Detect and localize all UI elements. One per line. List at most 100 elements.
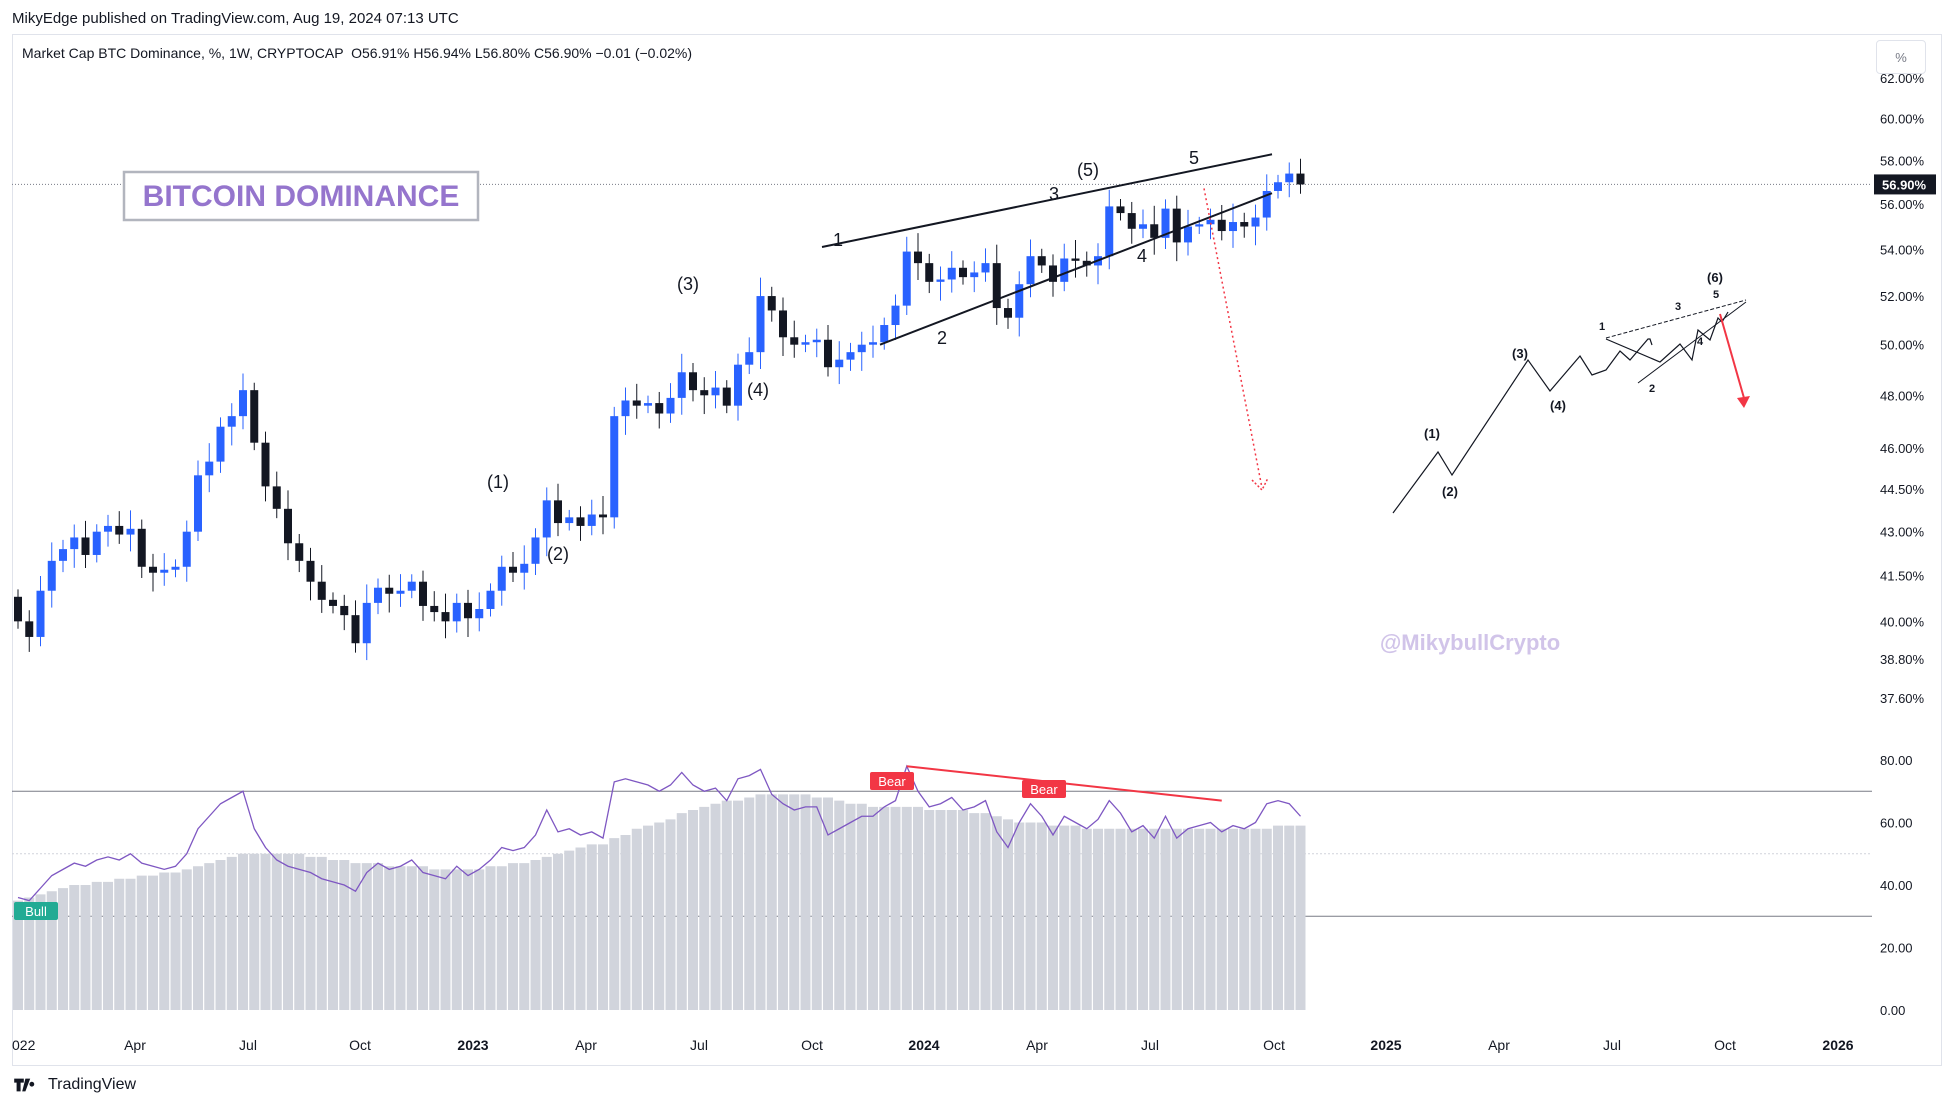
- mini-wave-label: 2: [1649, 383, 1655, 395]
- rsi-ma-bar: [1171, 828, 1182, 1010]
- wedge-lower-line: [879, 192, 1273, 346]
- candle-body: [1082, 260, 1091, 266]
- rsi-ma-bar: [1070, 825, 1081, 1010]
- rsi-ma-bar: [350, 863, 361, 1010]
- rsi-ma-bar: [946, 810, 957, 1010]
- candle-body: [115, 525, 124, 535]
- mini-wave-label: 4: [1697, 336, 1704, 348]
- candle-body: [1172, 208, 1181, 243]
- candle-body: [621, 400, 630, 417]
- candle-body: [587, 514, 596, 526]
- candle-body: [880, 325, 889, 343]
- price-tick-label: 50.00%: [1880, 338, 1925, 353]
- rsi-ma-bar: [755, 794, 766, 1010]
- rsi-ma-bar: [1138, 828, 1148, 1010]
- rsi-ma-bar: [114, 878, 125, 1010]
- rsi-ma-bar: [519, 863, 530, 1010]
- rsi-ma-bar: [271, 853, 282, 1010]
- rsi-ma-bar: [688, 810, 698, 1010]
- rsi-ma-bar: [901, 806, 912, 1010]
- rsi-ma-bar: [699, 806, 710, 1010]
- mini-target-line: [1719, 313, 1745, 399]
- wave-label-main: (2): [547, 544, 569, 564]
- rsi-ma-bar: [834, 800, 845, 1010]
- rsi-ma-bar: [856, 803, 867, 1010]
- time-tick-label: Apr: [1488, 1037, 1510, 1053]
- rsi-ma-bar: [1194, 828, 1205, 1010]
- rsi-ma-bar: [1003, 819, 1013, 1010]
- rsi-ma-bar: [969, 813, 980, 1010]
- rsi-ma-bar: [35, 894, 46, 1010]
- candle-body: [531, 537, 540, 564]
- price-tick-label: 43.00%: [1880, 525, 1925, 540]
- candle-body: [362, 602, 371, 644]
- rsi-ma-bar: [159, 872, 170, 1010]
- time-tick-label: Oct: [349, 1037, 371, 1053]
- candle-body: [1229, 222, 1237, 232]
- rsi-ma-bar: [744, 797, 755, 1010]
- candle-body: [1296, 173, 1305, 185]
- time-tick-label: 2023: [457, 1037, 488, 1053]
- rsi-ma-bar: [80, 885, 91, 1010]
- rsi-ma-bar: [283, 853, 293, 1010]
- candle-body: [925, 263, 934, 282]
- wave-label-sub: 5: [1189, 148, 1199, 168]
- price-tick-label: 37.60%: [1880, 691, 1925, 706]
- drawings: [821, 153, 1750, 514]
- last-price-label: 56.90%: [1882, 177, 1927, 192]
- rsi-ma-bar: [564, 850, 575, 1010]
- rsi-ma-bar: [868, 806, 878, 1010]
- candle-body: [1217, 219, 1226, 232]
- candle-body: [959, 267, 967, 278]
- rsi-ma-bar: [305, 856, 316, 1010]
- rsi-ma-bar: [181, 869, 192, 1010]
- time-tick-label: Jul: [1603, 1037, 1621, 1053]
- wave-label-sub: 3: [1049, 184, 1059, 204]
- candle-body: [869, 342, 877, 345]
- rsi-ma-bar: [789, 794, 800, 1010]
- candle-body: [520, 563, 529, 573]
- rsi-ma-bar: [1239, 828, 1250, 1010]
- price-tick-label: 46.00%: [1880, 441, 1925, 456]
- candle-body: [644, 403, 652, 406]
- time-tick-label: Jul: [239, 1037, 257, 1053]
- mini-target-arrow: [1737, 396, 1750, 408]
- candle-body: [565, 517, 574, 524]
- candle-body: [475, 609, 484, 619]
- mini-wave-label: 5: [1713, 289, 1719, 301]
- candle-body: [205, 461, 214, 476]
- last-price-tag: [1874, 174, 1936, 195]
- candle-body: [126, 528, 135, 535]
- time-tick-label: Apr: [1026, 1037, 1048, 1053]
- projection-line: [1203, 188, 1263, 489]
- candle-body: [734, 364, 742, 406]
- candle-body: [261, 442, 270, 487]
- rsi-ma-bar: [1250, 828, 1261, 1010]
- tradingview-logo-icon: [14, 1078, 35, 1092]
- wave-label-main: (5): [1077, 160, 1099, 180]
- rsi-ma-bar: [406, 866, 417, 1010]
- candle-body: [767, 296, 776, 311]
- candle-body: [689, 372, 697, 391]
- rsi-tick-label: 0.00: [1880, 1003, 1905, 1018]
- mini-wave-label: (4): [1550, 398, 1566, 413]
- candle-body: [81, 537, 90, 555]
- rsi-ma-bar: [451, 869, 462, 1010]
- candle-body: [419, 581, 427, 606]
- symbol-legend[interactable]: Market Cap BTC Dominance, %, 1W, CRYPTOC…: [22, 45, 692, 61]
- rsi-ma-bar: [823, 797, 833, 1010]
- candle-body: [542, 500, 551, 538]
- rsi-ma-bar: [1059, 825, 1070, 1010]
- time-tick-label: Oct: [801, 1037, 823, 1053]
- rsi-ma-bar: [890, 806, 901, 1010]
- percent-scale-button[interactable]: %: [1876, 40, 1926, 74]
- rsi-ma-bar: [136, 875, 147, 1010]
- rsi-signal-badge: [1022, 780, 1066, 798]
- rsi-ma-bar: [1216, 828, 1227, 1010]
- rsi-ma-bar: [553, 853, 563, 1010]
- rsi-ma-bar: [1126, 828, 1137, 1010]
- rsi-ma-bar: [429, 869, 440, 1010]
- candle-body: [599, 514, 607, 518]
- rsi-ma-bar: [103, 881, 113, 1010]
